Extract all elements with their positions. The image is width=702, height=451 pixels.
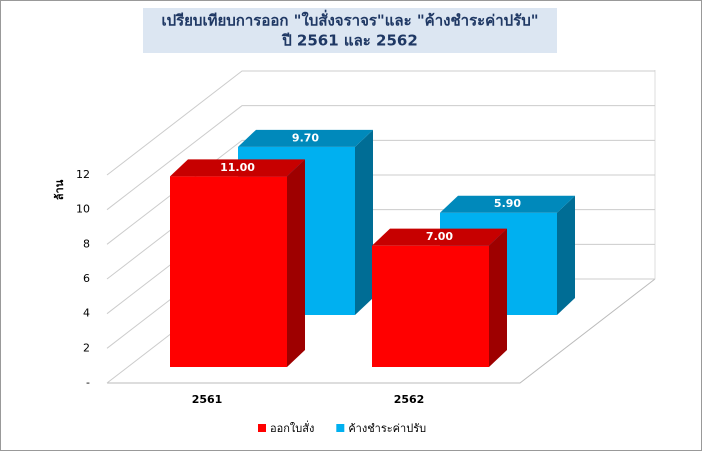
bar-side — [489, 228, 507, 367]
bar-side — [355, 129, 373, 315]
value-label: 5.90 — [494, 197, 521, 210]
bar-side — [287, 159, 305, 367]
y-axis-label: ล้าน — [53, 179, 66, 200]
title-box — [143, 8, 557, 53]
legend-label: ออกใบสั่ง — [270, 420, 314, 435]
bar-top — [238, 129, 373, 147]
y-tick-label: - — [86, 376, 90, 389]
chart-subtitle: ปี 2561 และ 2562 — [281, 32, 418, 50]
y-tick-label: 2 — [83, 341, 90, 354]
floor-edge — [107, 278, 656, 384]
bar-front — [170, 176, 287, 367]
value-label: 9.70 — [292, 131, 319, 144]
bar-top — [372, 228, 507, 246]
y-tick-label: 6 — [83, 272, 90, 285]
x-tick-label: 2561 — [192, 393, 223, 406]
bar-front — [372, 245, 489, 367]
y-tick-label: 4 — [83, 307, 90, 320]
bar-side — [557, 195, 575, 315]
chart-title: เปรียบเทียบการออก "ใบสั่งจราจร"และ "ค้าง… — [161, 10, 538, 30]
value-label: 11.00 — [220, 161, 255, 174]
y-tick-label: 10 — [76, 203, 90, 216]
y-tick-label: 12 — [76, 168, 90, 181]
legend-label: ค้างชำระค่าปรับ — [348, 422, 426, 435]
legend-swatch — [258, 424, 266, 432]
grid-line — [106, 105, 655, 211]
y-tick-label: 8 — [83, 237, 90, 250]
grid-line — [106, 139, 655, 245]
bar-top — [170, 159, 305, 177]
x-tick-label: 2562 — [394, 393, 425, 406]
value-label: 7.00 — [426, 230, 453, 243]
bar-top — [440, 195, 575, 213]
legend-swatch — [336, 424, 345, 432]
grid-line — [106, 70, 655, 176]
